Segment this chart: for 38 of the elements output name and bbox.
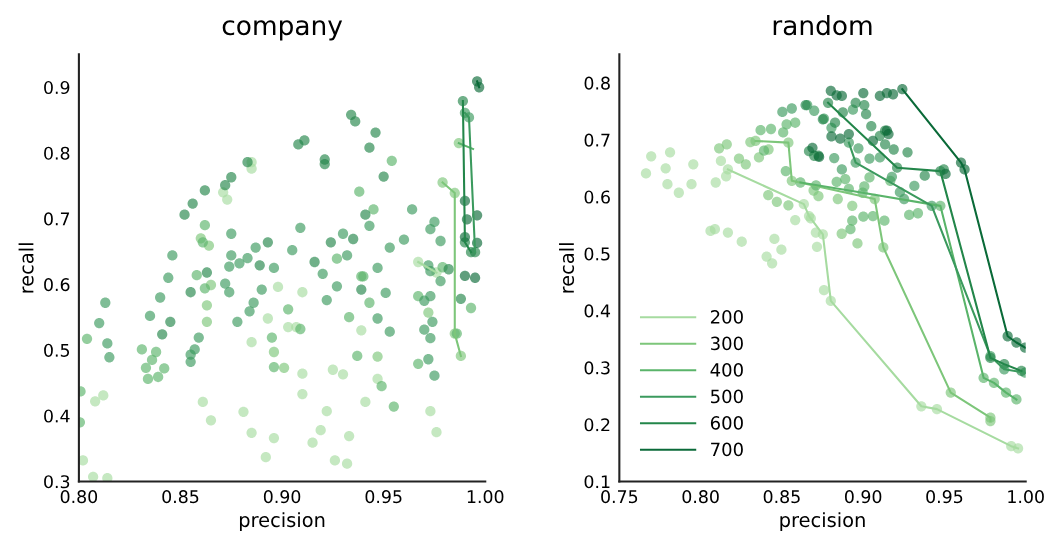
y-tick-label: 0.3 <box>44 475 70 489</box>
x-tick-label: 0.90 <box>263 490 301 504</box>
legend-label: 500 <box>711 389 743 404</box>
y-tick-label: 0.5 <box>584 247 610 261</box>
x-tick-label: 0.95 <box>365 490 402 504</box>
legend-label: 600 <box>710 416 743 430</box>
y-tick-label: 0.1 <box>584 475 610 489</box>
x-tick-label: 0.85 <box>763 490 800 504</box>
x-tick-label: 0.75 <box>601 490 638 504</box>
y-tick-label: 0.6 <box>584 190 610 204</box>
y-tick-label: 0.8 <box>584 76 610 90</box>
y-tick-label: 0.3 <box>584 361 610 375</box>
x-tick-label: 0.90 <box>844 490 882 504</box>
legend-label: 400 <box>710 363 743 377</box>
y-axis-title: recall <box>559 243 575 293</box>
chart-title: company <box>222 20 343 41</box>
legend-label: 300 <box>711 336 743 351</box>
chart-title: random <box>773 14 872 36</box>
x-tick-label: 1.00 <box>467 490 504 504</box>
y-axis-title: recall <box>18 243 34 293</box>
y-tick-label: 0.8 <box>44 146 70 160</box>
y-tick-label: 0.4 <box>584 304 611 318</box>
y-tick-label: 0.9 <box>44 80 70 95</box>
x-tick-label: 0.80 <box>60 490 98 504</box>
x-axis-title: precision <box>780 512 865 531</box>
legend-label: 200 <box>710 310 743 324</box>
y-tick-label: 0.2 <box>584 418 610 432</box>
y-tick-label: 0.7 <box>44 212 70 226</box>
y-tick-label: 0.6 <box>44 278 70 292</box>
x-tick-label: 0.95 <box>926 490 963 504</box>
x-tick-label: 1.00 <box>1008 490 1044 504</box>
x-axis-title: precision <box>239 512 325 531</box>
y-tick-label: 0.5 <box>44 343 70 357</box>
x-tick-label: 0.85 <box>162 490 199 504</box>
y-tick-label: 0.7 <box>584 133 610 147</box>
x-tick-label: 0.80 <box>682 490 719 504</box>
legend-label: 700 <box>711 442 743 457</box>
y-tick-label: 0.4 <box>44 409 70 423</box>
